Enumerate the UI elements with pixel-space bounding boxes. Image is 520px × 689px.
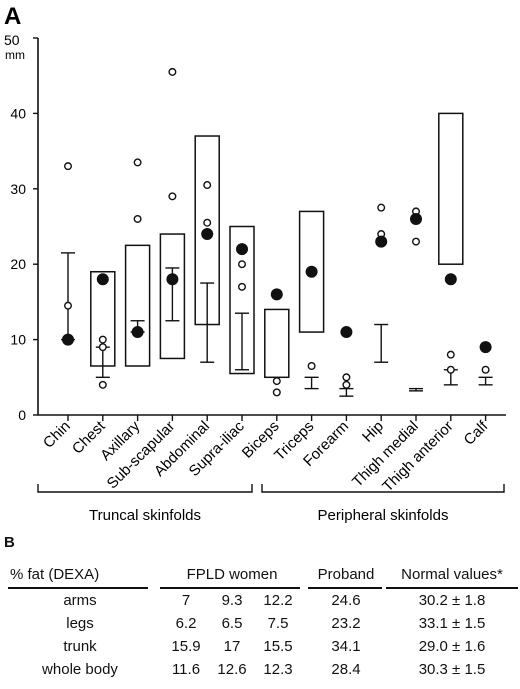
header-fpld: FPLD women [186, 566, 278, 583]
y-axis-unit: mm [5, 48, 25, 62]
proband-point [166, 273, 179, 286]
fpld-point [63, 301, 72, 310]
fpld-value: 7 [181, 592, 191, 609]
y-axis-max-label: 50 [4, 32, 20, 48]
normal-range-box [264, 308, 290, 379]
category-label: Hip [359, 418, 387, 446]
fpld-point [412, 237, 421, 246]
normal-range-box [298, 210, 325, 333]
rule-top [8, 587, 148, 589]
y-tick-label: 10 [10, 332, 26, 348]
normal-value: 30.3 ± 1.5 [418, 661, 486, 678]
fpld-point [203, 181, 212, 190]
fpld-point [272, 388, 281, 397]
normal-value: 29.0 ± 1.6 [418, 638, 486, 655]
fpld-value: 6.2 [175, 615, 197, 632]
fpld-value: 12.2 [263, 592, 293, 609]
normal-range-box [124, 244, 151, 367]
panel-a-label: A [4, 3, 21, 30]
y-tick-label: 40 [10, 105, 26, 121]
fpld-point [63, 162, 72, 171]
rule-fpld [160, 587, 300, 589]
fpld-value: 17 [223, 638, 241, 655]
fpld-value: 7.5 [267, 615, 289, 632]
proband-value: 28.4 [331, 661, 361, 678]
normal-range-boxes [90, 112, 464, 379]
y-tick-label: 30 [10, 181, 26, 197]
proband-point [340, 326, 353, 339]
proband-value: 24.6 [331, 592, 361, 609]
header-measure: % fat (DEXA) [10, 566, 100, 583]
proband-point [236, 243, 248, 256]
fpld-point [446, 365, 455, 374]
row-label: legs [66, 615, 94, 632]
proband-point [131, 326, 144, 339]
fpld-value: 12.6 [217, 661, 247, 678]
proband-point [201, 228, 214, 241]
proband-point [270, 288, 283, 301]
fpld-point [446, 350, 455, 359]
group-bracket [261, 484, 505, 493]
rule-proband [308, 587, 382, 589]
dexa-table: B % fat (DEXA) FPLD women Proband Normal… [0, 530, 520, 689]
fpld-value: 15.5 [263, 638, 293, 655]
fpld-point [481, 365, 490, 374]
proband-value: 23.2 [331, 615, 361, 632]
fpld-point [342, 373, 351, 382]
row-label: arms [63, 592, 97, 609]
proband-point [375, 235, 388, 248]
fpld-point [98, 380, 107, 389]
fpld-point [237, 282, 246, 291]
proband-point [479, 341, 492, 354]
rule-normal [386, 587, 518, 589]
fpld-value: 9.3 [221, 592, 243, 609]
group-label: Truncal skinfolds [89, 507, 201, 524]
proband-point [62, 333, 74, 346]
fpld-point [168, 192, 177, 201]
header-normal: Normal values* [401, 566, 503, 583]
proband-point [444, 273, 457, 286]
fpld-point [237, 260, 246, 269]
fpld-point [377, 203, 386, 212]
fpld-point [272, 377, 281, 386]
proband-point [410, 212, 422, 225]
proband-value: 34.1 [331, 638, 361, 655]
panel-b-label: B [4, 534, 15, 551]
y-tick-label: 0 [18, 407, 26, 423]
fpld-point [133, 214, 142, 223]
group-brackets: Truncal skinfolds Peripheral skinfolds [37, 484, 505, 524]
fpld-value: 11.6 [171, 661, 201, 678]
fpld-value: 12.3 [263, 661, 293, 678]
category-labels: ChinChestAxillarySub-scapularAbdominalSu… [40, 417, 492, 495]
group-label: Peripheral skinfolds [318, 507, 449, 524]
data-points [62, 67, 492, 397]
normal-range-box [438, 112, 464, 265]
proband-point [305, 265, 318, 278]
row-label: trunk [63, 638, 97, 655]
y-tick-label: 20 [10, 256, 26, 272]
normal-range-box [159, 233, 186, 360]
fpld-value: 15.9 [171, 638, 201, 655]
fpld-value: 6.5 [221, 615, 243, 632]
fpld-point [133, 158, 142, 167]
fpld-point [203, 218, 212, 227]
normal-value: 33.1 ± 1.5 [418, 615, 486, 632]
group-bracket [37, 484, 253, 493]
fpld-point [168, 67, 177, 76]
fpld-point [98, 335, 107, 344]
fpld-point [342, 380, 351, 389]
normal-value: 30.2 ± 1.8 [418, 592, 486, 609]
header-proband: Proband [317, 566, 375, 583]
row-label: whole body [42, 661, 118, 678]
fpld-point [307, 361, 316, 370]
category-label: Calf [461, 417, 492, 448]
fpld-point [98, 343, 107, 352]
normal-range-box [229, 225, 255, 375]
proband-point [96, 273, 109, 286]
